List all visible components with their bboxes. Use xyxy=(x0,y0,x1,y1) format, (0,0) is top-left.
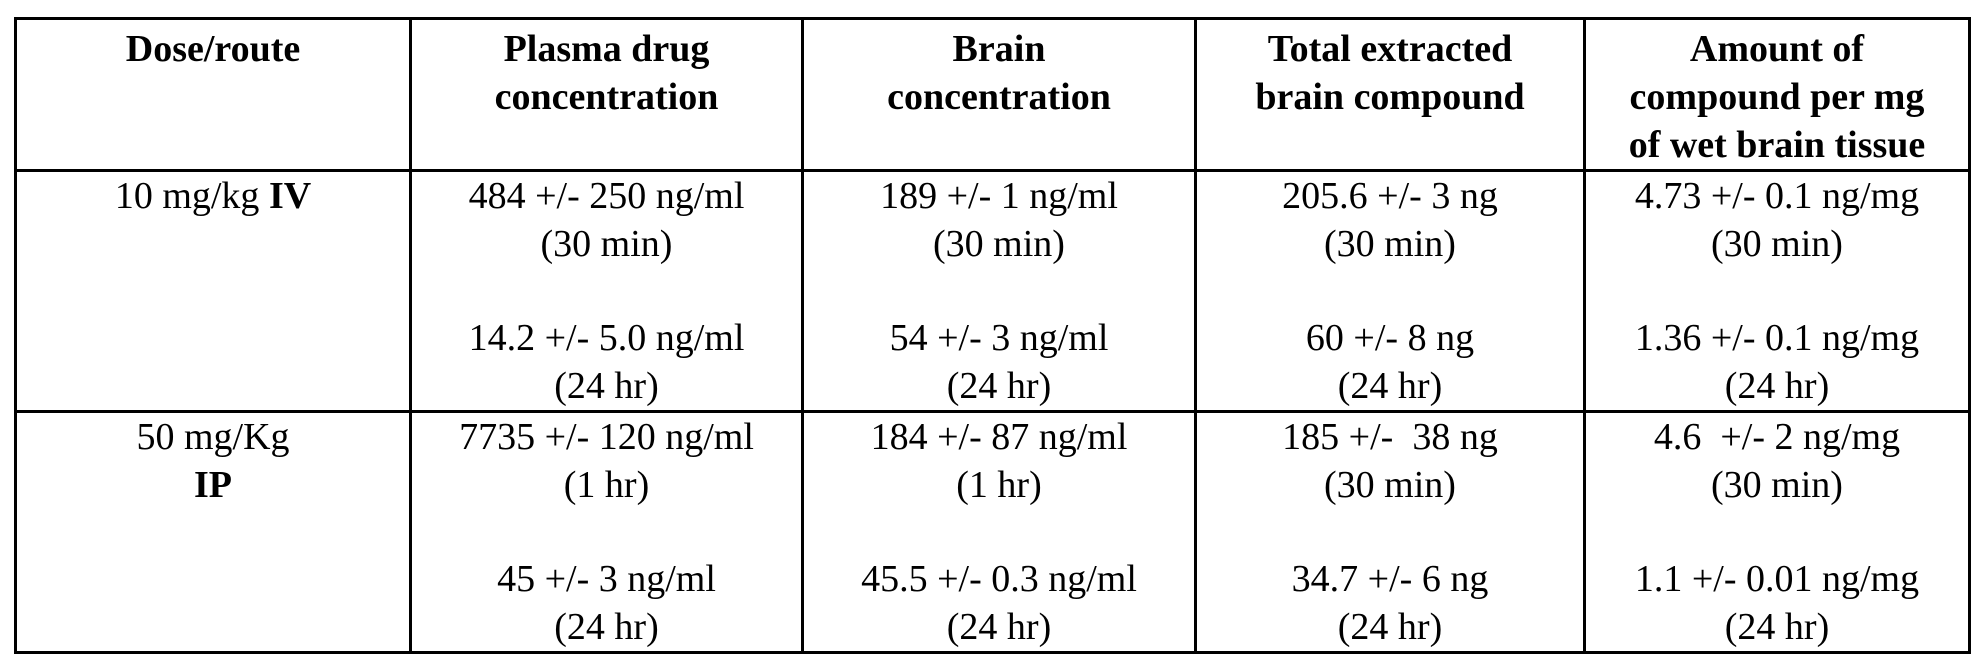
total-extracted-cell: 205.6 +/- 3 ng (30 min) 60 +/- 8 ng (24 … xyxy=(1194,169,1586,413)
per-mg-cell: 4.6 +/- 2 ng/mg (30 min) 1.1 +/- 0.01 ng… xyxy=(1583,410,1971,654)
header-line: Plasma drug xyxy=(503,28,710,70)
brain-time: (24 hr) xyxy=(946,365,1052,407)
extracted-time: (30 min) xyxy=(1324,223,1456,265)
dose-route-cell: 50 mg/Kg IP xyxy=(14,410,412,654)
header-line: Amount of xyxy=(1689,28,1865,70)
spacer xyxy=(1203,509,1577,555)
per-mg-time: (30 min) xyxy=(1711,223,1843,265)
extracted-value: 60 +/- 8 ng xyxy=(1305,317,1475,359)
brain-value: 184 +/- 87 ng/ml xyxy=(870,416,1128,458)
brain-time: (1 hr) xyxy=(956,464,1042,506)
extracted-time: (24 hr) xyxy=(1337,365,1443,407)
route-text: IP xyxy=(194,464,232,506)
extracted-time: (24 hr) xyxy=(1337,606,1443,648)
header-line: Dose/route xyxy=(125,28,301,70)
total-extracted-cell: 185 +/- 38 ng (30 min) 34.7 +/- 6 ng (24… xyxy=(1194,410,1586,654)
header-line: Brain xyxy=(952,28,1046,70)
brain-concentration-cell: 184 +/- 87 ng/ml (1 hr) 45.5 +/- 0.3 ng/… xyxy=(801,410,1197,654)
plasma-time: (24 hr) xyxy=(554,606,659,648)
header-line: brain compound xyxy=(1255,76,1525,118)
brain-concentration-cell: 189 +/- 1 ng/ml (30 min) 54 +/- 3 ng/ml … xyxy=(801,169,1197,413)
spacer xyxy=(418,268,795,314)
extracted-value: 205.6 +/- 3 ng xyxy=(1282,175,1498,217)
header-amount-per-mg: Amount of compound per mg of wet brain t… xyxy=(1583,17,1971,172)
plasma-value: 7735 +/- 120 ng/ml xyxy=(459,416,754,458)
per-mg-value: 1.1 +/- 0.01 ng/mg xyxy=(1634,558,1920,600)
table-row: 10 mg/kg IV 484 +/- 250 ng/ml (30 min) 1… xyxy=(14,169,1971,413)
plasma-time: (30 min) xyxy=(540,223,673,265)
header-row: Dose/route Plasma drug concentration Bra… xyxy=(14,17,1971,172)
plasma-time: (1 hr) xyxy=(563,464,650,506)
plasma-value: 14.2 +/- 5.0 ng/ml xyxy=(468,317,745,359)
dose-route-cell: 10 mg/kg IV xyxy=(14,169,412,413)
header-total-extracted: Total extracted brain compound xyxy=(1194,17,1586,172)
dose-text: 10 mg/kg xyxy=(114,175,260,217)
per-mg-time: (30 min) xyxy=(1711,464,1843,506)
header-brain-concentration: Brain concentration xyxy=(801,17,1197,172)
header-line: of wet brain tissue xyxy=(1628,124,1926,166)
header-plasma-concentration: Plasma drug concentration xyxy=(409,17,804,172)
header-line: concentration xyxy=(494,76,719,118)
brain-time: (30 min) xyxy=(933,223,1065,265)
spacer xyxy=(418,509,795,555)
plasma-value: 484 +/- 250 ng/ml xyxy=(468,175,745,217)
table-row: 50 mg/Kg IP 7735 +/- 120 ng/ml (1 hr) 45… xyxy=(14,410,1971,654)
plasma-cell: 484 +/- 250 ng/ml (30 min) 14.2 +/- 5.0 … xyxy=(409,169,804,413)
header-line: Total extracted xyxy=(1267,28,1513,70)
spacer xyxy=(810,268,1188,314)
pharmacokinetics-table: Dose/route Plasma drug concentration Bra… xyxy=(14,17,1971,654)
plasma-cell: 7735 +/- 120 ng/ml (1 hr) 45 +/- 3 ng/ml… xyxy=(409,410,804,654)
brain-value: 54 +/- 3 ng/ml xyxy=(889,317,1109,359)
spacer xyxy=(1592,509,1962,555)
header-dose-route: Dose/route xyxy=(14,17,412,172)
per-mg-time: (24 hr) xyxy=(1724,365,1830,407)
per-mg-value: 4.6 +/- 2 ng/mg xyxy=(1653,416,1901,458)
per-mg-time: (24 hr) xyxy=(1724,606,1830,648)
brain-time: (24 hr) xyxy=(946,606,1052,648)
extracted-value: 34.7 +/- 6 ng xyxy=(1291,558,1489,600)
brain-value: 189 +/- 1 ng/ml xyxy=(880,175,1118,217)
route-text: IV xyxy=(268,175,312,217)
spacer xyxy=(1203,268,1577,314)
brain-value: 45.5 +/- 0.3 ng/ml xyxy=(861,558,1137,600)
plasma-value: 45 +/- 3 ng/ml xyxy=(497,558,716,600)
dose-text: 50 mg/Kg xyxy=(136,416,290,458)
plasma-time: (24 hr) xyxy=(554,365,659,407)
header-line: concentration xyxy=(887,76,1111,118)
extracted-time: (30 min) xyxy=(1324,464,1456,506)
spacer xyxy=(1592,268,1962,314)
spacer xyxy=(810,509,1188,555)
per-mg-value: 1.36 +/- 0.1 ng/mg xyxy=(1634,317,1920,359)
extracted-value: 185 +/- 38 ng xyxy=(1282,416,1498,458)
per-mg-cell: 4.73 +/- 0.1 ng/mg (30 min) 1.36 +/- 0.1… xyxy=(1583,169,1971,413)
per-mg-value: 4.73 +/- 0.1 ng/mg xyxy=(1634,175,1920,217)
header-line: compound per mg xyxy=(1629,76,1925,118)
